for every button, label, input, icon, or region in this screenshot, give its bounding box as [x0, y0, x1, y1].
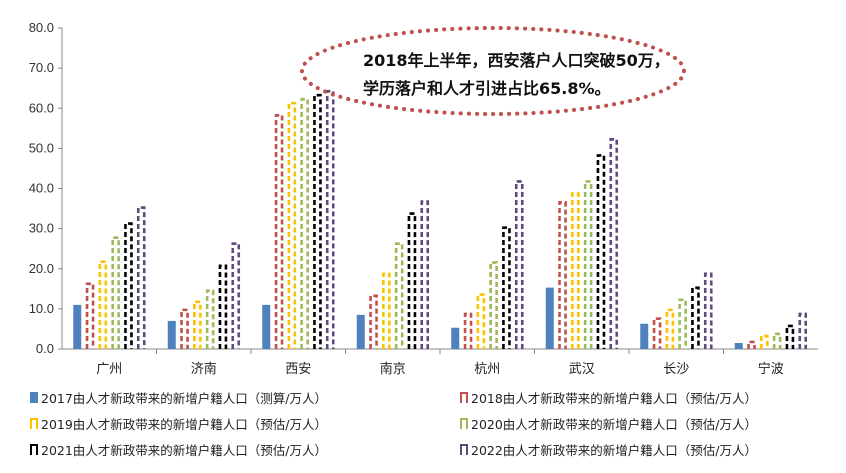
legend-label: 2018由人才新政带来的新增户籍人口（预估/万人） — [471, 391, 758, 406]
x-category-label: 宁波 — [758, 361, 784, 377]
legend-swatch — [30, 392, 38, 403]
y-tick-label: 70.0 — [29, 60, 54, 75]
legend-swatch — [30, 444, 38, 455]
bar — [407, 212, 417, 349]
bar — [476, 293, 486, 349]
bar — [325, 89, 335, 349]
legend-label: 2019由人才新政带来的新增户籍人口（预估/万人） — [41, 417, 328, 432]
annotation-ellipse — [300, 26, 686, 116]
legend-item: 2022由人才新政带来的新增户籍人口（预估/万人） — [460, 440, 757, 459]
bar — [205, 289, 215, 349]
y-tick-label: 10.0 — [29, 301, 54, 316]
bar — [665, 308, 675, 349]
bar — [287, 101, 297, 349]
bar — [218, 264, 228, 349]
y-tick-label: 50.0 — [29, 140, 54, 155]
bar — [193, 300, 202, 349]
bar — [394, 242, 404, 349]
bar — [463, 312, 473, 349]
bar — [274, 113, 284, 349]
bar — [652, 317, 662, 349]
bar — [231, 242, 241, 349]
legend-item: 2017由人才新政带来的新增户籍人口（测算/万人） — [30, 388, 327, 407]
y-tick-label: 30.0 — [29, 221, 54, 236]
bar — [514, 180, 524, 349]
legend-swatch — [460, 392, 468, 403]
bar — [734, 342, 743, 349]
bar — [798, 312, 808, 349]
bar — [747, 340, 756, 349]
bar — [98, 260, 108, 349]
legend-label: 2020由人才新政带来的新增户籍人口（预估/万人） — [471, 417, 758, 432]
annotation-callout: 2018年上半年，西安落户人口突破50万， 学历落户和人才引进占比65.8%。 — [300, 26, 686, 116]
annotation-line-2: 学历落户和人才引进占比65.8%。 — [363, 79, 611, 98]
bar — [451, 327, 460, 349]
bar — [85, 282, 95, 349]
bar — [369, 294, 378, 349]
legend-item: 2019由人才新政带来的新增户籍人口（预估/万人） — [30, 414, 327, 433]
bar — [167, 320, 176, 349]
bar — [420, 200, 430, 349]
bar — [558, 201, 567, 349]
legend-swatch — [460, 444, 468, 455]
bar — [785, 324, 795, 349]
bar — [382, 272, 391, 349]
y-tick-label: 0.0 — [36, 341, 54, 356]
annotation-line-1: 2018年上半年，西安落户人口突破50万， — [363, 51, 670, 70]
legend-label: 2017由人才新政带来的新增户籍人口（测算/万人） — [41, 391, 328, 406]
legend-swatch — [460, 418, 468, 429]
x-category-label: 西安 — [285, 362, 311, 377]
bar — [691, 286, 700, 349]
bar — [545, 287, 554, 349]
bar — [356, 314, 365, 349]
legend-item: 2021由人才新政带来的新增户籍人口（预估/万人） — [30, 440, 327, 459]
x-category-label: 南京 — [380, 361, 406, 377]
bar — [300, 97, 309, 349]
x-category-label: 杭州 — [474, 362, 500, 377]
bar — [136, 206, 146, 349]
bar — [180, 308, 189, 349]
legend-item: 2018由人才新政带来的新增户籍人口（预估/万人） — [460, 388, 757, 407]
bar — [313, 93, 322, 349]
bar — [703, 272, 713, 349]
bar — [571, 192, 580, 349]
y-tick-label: 20.0 — [29, 261, 54, 276]
y-tick-label: 40.0 — [29, 181, 54, 196]
bar — [678, 298, 687, 349]
legend-swatch — [30, 418, 38, 429]
x-category-label: 武汉 — [569, 362, 595, 377]
x-category-label: 广州 — [96, 362, 122, 377]
legend: 2017由人才新政带来的新增户籍人口（测算/万人） 2018由人才新政带来的新增户… — [30, 388, 830, 468]
bar — [262, 304, 271, 349]
axis-layer: 0.0 10.0 20.0 30.0 40.0 50.0 60.0 70.0 80.0 广州 济南 西… — [29, 20, 818, 377]
bar — [73, 304, 82, 349]
legend-label: 2021由人才新政带来的新增户籍人口（预估/万人） — [41, 443, 328, 458]
bar — [111, 236, 120, 349]
bars-layer — [73, 89, 808, 349]
bar — [489, 261, 498, 349]
bar — [640, 323, 649, 349]
bar — [772, 332, 782, 349]
bar — [124, 222, 133, 349]
legend-item: 2020由人才新政带来的新增户籍人口（预估/万人） — [460, 414, 757, 433]
bar — [583, 180, 593, 349]
legend-label: 2022由人才新政带来的新增户籍人口（预估/万人） — [471, 443, 758, 458]
x-category-label: 长沙 — [663, 362, 689, 377]
bar — [609, 138, 619, 349]
y-tick-label: 60.0 — [29, 100, 54, 115]
x-category-label: 济南 — [191, 361, 217, 377]
y-tick-label: 80.0 — [29, 20, 54, 35]
bar — [596, 154, 606, 349]
bar — [760, 334, 769, 349]
bar — [502, 226, 511, 349]
